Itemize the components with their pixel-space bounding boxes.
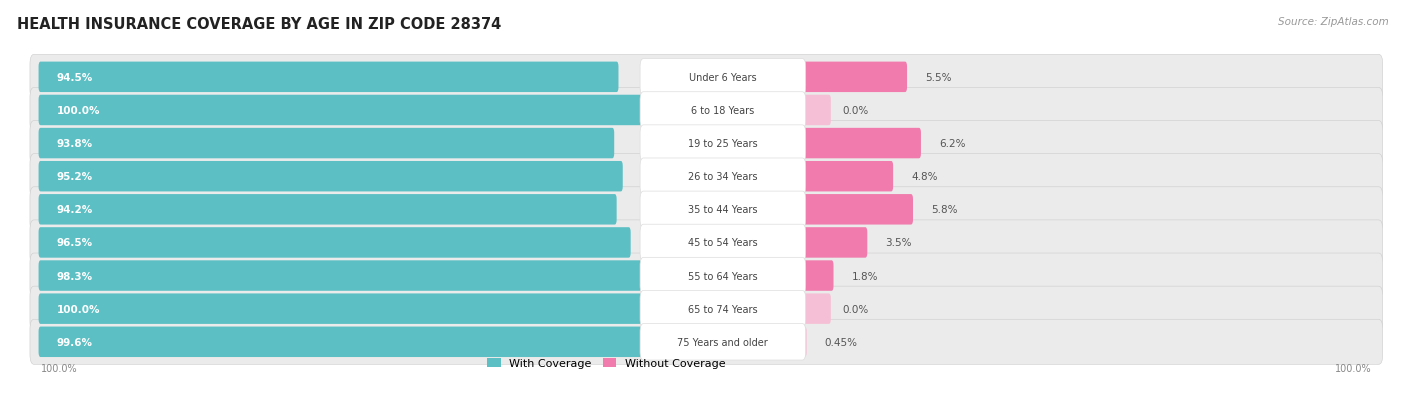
Text: 3.5%: 3.5%: [886, 238, 911, 248]
FancyBboxPatch shape: [794, 228, 868, 258]
FancyBboxPatch shape: [794, 294, 831, 324]
FancyBboxPatch shape: [30, 320, 1382, 364]
FancyBboxPatch shape: [794, 195, 912, 225]
FancyBboxPatch shape: [38, 95, 652, 126]
Text: 93.8%: 93.8%: [56, 139, 93, 149]
Text: 5.5%: 5.5%: [925, 73, 952, 83]
Text: 100.0%: 100.0%: [41, 363, 77, 373]
FancyBboxPatch shape: [30, 121, 1382, 166]
FancyBboxPatch shape: [794, 261, 834, 291]
Text: 0.0%: 0.0%: [842, 106, 869, 116]
FancyBboxPatch shape: [30, 55, 1382, 100]
FancyBboxPatch shape: [794, 95, 831, 126]
FancyBboxPatch shape: [38, 128, 614, 159]
FancyBboxPatch shape: [640, 225, 806, 261]
Text: HEALTH INSURANCE COVERAGE BY AGE IN ZIP CODE 28374: HEALTH INSURANCE COVERAGE BY AGE IN ZIP …: [17, 17, 501, 31]
FancyBboxPatch shape: [640, 126, 806, 162]
Text: 99.6%: 99.6%: [56, 337, 93, 347]
FancyBboxPatch shape: [640, 291, 806, 327]
FancyBboxPatch shape: [640, 192, 806, 228]
FancyBboxPatch shape: [640, 159, 806, 195]
Text: 96.5%: 96.5%: [56, 238, 93, 248]
FancyBboxPatch shape: [38, 161, 623, 192]
FancyBboxPatch shape: [38, 195, 617, 225]
Text: 35 to 44 Years: 35 to 44 Years: [688, 205, 758, 215]
FancyBboxPatch shape: [38, 228, 631, 258]
FancyBboxPatch shape: [38, 62, 619, 93]
Text: 26 to 34 Years: 26 to 34 Years: [688, 172, 758, 182]
FancyBboxPatch shape: [640, 59, 806, 96]
Text: 100.0%: 100.0%: [56, 304, 100, 314]
Text: 75 Years and older: 75 Years and older: [678, 337, 768, 347]
Text: 6 to 18 Years: 6 to 18 Years: [692, 106, 755, 116]
Text: 65 to 74 Years: 65 to 74 Years: [688, 304, 758, 314]
Text: 94.2%: 94.2%: [56, 205, 93, 215]
Text: 95.2%: 95.2%: [56, 172, 93, 182]
Text: 1.8%: 1.8%: [852, 271, 877, 281]
FancyBboxPatch shape: [794, 128, 921, 159]
Text: 4.8%: 4.8%: [911, 172, 938, 182]
FancyBboxPatch shape: [794, 62, 907, 93]
FancyBboxPatch shape: [30, 254, 1382, 298]
FancyBboxPatch shape: [38, 294, 652, 324]
Text: Under 6 Years: Under 6 Years: [689, 73, 756, 83]
FancyBboxPatch shape: [38, 261, 641, 291]
Text: 45 to 54 Years: 45 to 54 Years: [688, 238, 758, 248]
Text: 5.8%: 5.8%: [931, 205, 957, 215]
FancyBboxPatch shape: [794, 327, 807, 357]
Legend: With Coverage, Without Coverage: With Coverage, Without Coverage: [482, 353, 730, 373]
Text: 100.0%: 100.0%: [1336, 363, 1372, 373]
FancyBboxPatch shape: [640, 93, 806, 129]
Text: 98.3%: 98.3%: [56, 271, 93, 281]
Text: 0.0%: 0.0%: [842, 304, 869, 314]
FancyBboxPatch shape: [30, 154, 1382, 199]
FancyBboxPatch shape: [640, 258, 806, 294]
FancyBboxPatch shape: [30, 221, 1382, 265]
FancyBboxPatch shape: [38, 327, 650, 357]
FancyBboxPatch shape: [640, 324, 806, 360]
FancyBboxPatch shape: [30, 188, 1382, 232]
FancyBboxPatch shape: [30, 287, 1382, 331]
Text: 19 to 25 Years: 19 to 25 Years: [688, 139, 758, 149]
Text: 100.0%: 100.0%: [56, 106, 100, 116]
Text: 55 to 64 Years: 55 to 64 Years: [688, 271, 758, 281]
Text: 6.2%: 6.2%: [939, 139, 966, 149]
Text: 0.45%: 0.45%: [824, 337, 858, 347]
Text: Source: ZipAtlas.com: Source: ZipAtlas.com: [1278, 17, 1389, 26]
FancyBboxPatch shape: [794, 161, 893, 192]
FancyBboxPatch shape: [30, 88, 1382, 133]
Text: 94.5%: 94.5%: [56, 73, 93, 83]
